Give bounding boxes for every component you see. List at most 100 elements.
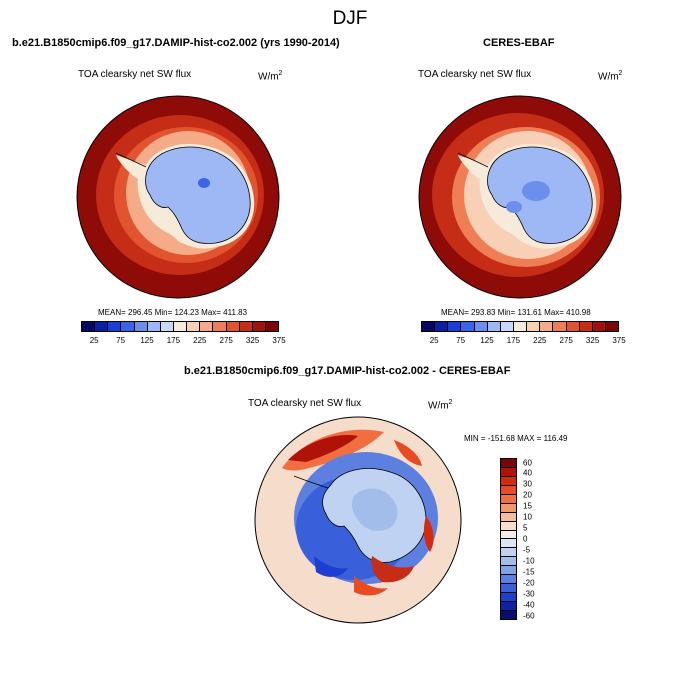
colorbar-swatch (487, 322, 501, 331)
colorbar-tick-label: 30 (523, 479, 532, 489)
colorbar-tick-label: 75 (456, 336, 466, 345)
colorbar-tick-label: -20 (523, 578, 535, 588)
colorbar-swatch (422, 322, 436, 331)
colorbar-swatch (160, 322, 174, 331)
colorbar-swatch (501, 459, 516, 468)
colorbar-tick-label: 175 (506, 336, 521, 345)
colorbar-swatch (501, 476, 516, 486)
colorbar-swatch (108, 322, 122, 331)
colorbar-swatch (187, 322, 201, 331)
colorbar-swatch (501, 602, 516, 611)
colorbar-swatch (501, 610, 516, 619)
diff-colorbar (500, 458, 517, 620)
colorbar-swatch (513, 322, 528, 331)
model-polar-map (76, 95, 280, 299)
diff-field-label: TOA clearsky net SW flux (248, 398, 362, 409)
colorbar-tick-label: -60 (523, 611, 535, 620)
colorbar-swatch (501, 494, 516, 504)
colorbar-tick-label: -15 (523, 567, 535, 577)
diff-panel-title: b.e21.B1850cmip6.f09_g17.DAMIP-hist-co2.… (184, 365, 511, 377)
model-colorbar (81, 321, 279, 332)
obs-polar-map (418, 95, 622, 299)
colorbar-swatch (252, 322, 266, 331)
colorbar-swatch (566, 322, 580, 331)
obs-stats: MEAN= 293.83 Min= 131.61 Max= 410.98 (441, 308, 591, 317)
colorbar-tick-label: 175 (166, 336, 181, 345)
colorbar-swatch (474, 322, 488, 331)
colorbar-tick-label: 125 (480, 336, 494, 345)
colorbar-swatch (501, 467, 516, 477)
colorbar-tick-label: 10 (523, 512, 532, 522)
diff-units: W/m2 (428, 399, 453, 412)
colorbar-swatch (461, 322, 475, 331)
colorbar-tick-label: 325 (585, 336, 600, 345)
colorbar-swatch (239, 322, 253, 331)
colorbar-tick-label: -5 (523, 545, 531, 555)
colorbar-swatch (121, 322, 135, 331)
colorbar-tick-label: 75 (116, 336, 126, 345)
colorbar-swatch (501, 485, 516, 495)
colorbar-swatch (501, 521, 516, 531)
obs-colorbar-labels: 25 75 125 175 225 275 325 375 (421, 336, 626, 346)
colorbar-swatch (200, 322, 214, 331)
colorbar-swatch (82, 322, 96, 331)
colorbar-tick-label: 25 (89, 336, 99, 345)
colorbar-swatch (95, 322, 109, 331)
colorbar-swatch (226, 322, 240, 331)
colorbar-tick-label: 5 (523, 523, 528, 533)
colorbar-tick-label: 0 (523, 534, 528, 544)
model-field-label: TOA clearsky net SW flux (78, 69, 192, 80)
colorbar-tick-label: 60 (523, 458, 532, 467)
colorbar-tick-label: 40 (523, 468, 532, 478)
colorbar-swatch (605, 322, 619, 331)
colorbar-tick-label: -40 (523, 600, 535, 610)
model-stats: MEAN= 296.45 Min= 124.23 Max= 411.83 (98, 308, 248, 317)
diff-polar-map (254, 416, 462, 624)
colorbar-swatch (435, 322, 449, 331)
colorbar-swatch (592, 322, 606, 331)
model-units: W/m2 (258, 70, 283, 83)
colorbar-tick-label: 225 (533, 336, 547, 345)
colorbar-swatch (501, 539, 516, 549)
colorbar-tick-label: 225 (193, 336, 207, 345)
colorbar-swatch (501, 566, 516, 576)
colorbar-swatch (501, 593, 516, 602)
colorbar-tick-label: 25 (429, 336, 439, 345)
colorbar-tick-label: 375 (272, 336, 286, 345)
colorbar-tick-label: 20 (523, 490, 532, 500)
colorbar-tick-label: 125 (140, 336, 154, 345)
colorbar-swatch (134, 322, 148, 331)
colorbar-swatch (501, 503, 516, 513)
colorbar-swatch (173, 322, 188, 331)
obs-panel-title: CERES-EBAF (483, 37, 555, 49)
colorbar-swatch (501, 512, 516, 522)
colorbar-swatch (501, 530, 516, 540)
colorbar-swatch (501, 575, 516, 585)
colorbar-tick-label: 15 (523, 501, 532, 511)
obs-colorbar (421, 321, 619, 332)
colorbar-swatch (500, 322, 514, 331)
colorbar-swatch (501, 584, 516, 594)
colorbar-tick-label: 275 (219, 336, 233, 345)
colorbar-swatch (527, 322, 541, 331)
model-panel-title: b.e21.B1850cmip6.f09_g17.DAMIP-hist-co2.… (12, 37, 340, 49)
colorbar-swatch (213, 322, 227, 331)
colorbar-tick-label: 325 (245, 336, 260, 345)
colorbar-tick-label: -10 (523, 556, 535, 566)
colorbar-tick-label: 375 (612, 336, 626, 345)
colorbar-swatch (553, 322, 567, 331)
model-colorbar-labels: 25 75 125 175 225 275 325 375 (81, 336, 286, 346)
obs-units: W/m2 (598, 70, 623, 83)
colorbar-tick-label: 275 (559, 336, 573, 345)
figure-title: DJF (332, 8, 368, 29)
obs-field-label: TOA clearsky net SW flux (418, 69, 532, 80)
colorbar-swatch (540, 322, 554, 331)
colorbar-swatch (501, 557, 516, 567)
colorbar-swatch (265, 322, 279, 331)
colorbar-swatch (579, 322, 593, 331)
colorbar-tick-label: -30 (523, 589, 535, 599)
diff-stats: MIN = -151.68 MAX = 116.49 (464, 434, 568, 443)
colorbar-swatch (147, 322, 161, 331)
diff-colorbar-labels: 60 40 30 20 15 10 5 0 -5 -10 -15 -20 -30 -40 -60 (523, 458, 553, 620)
colorbar-swatch (448, 322, 462, 331)
